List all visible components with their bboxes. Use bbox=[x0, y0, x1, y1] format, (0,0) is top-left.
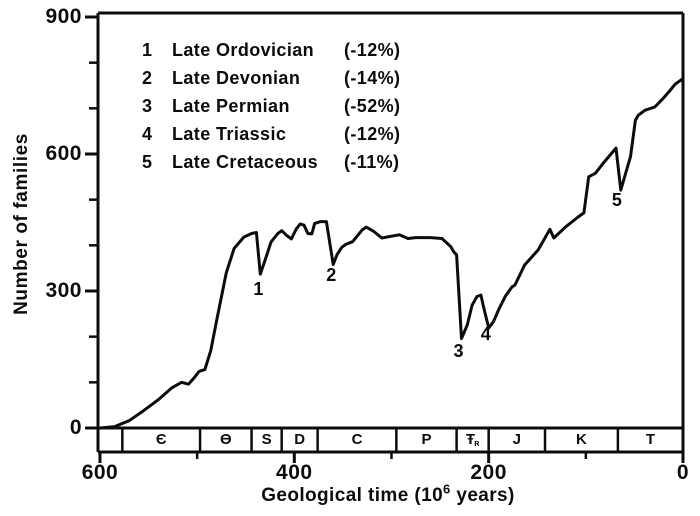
legend-percent: (-12%) bbox=[344, 40, 401, 60]
extinction-legend: 1 Late Ordovician (-12%) 2 Late Devonian… bbox=[142, 36, 434, 176]
period-symbol: T bbox=[645, 431, 656, 448]
legend-row: 4 Late Triassic (-12%) bbox=[142, 120, 434, 148]
period-symbol: C bbox=[351, 431, 363, 448]
x-tick-label: 400 bbox=[276, 461, 313, 484]
x-axis-title-exponent: 6 bbox=[443, 481, 451, 497]
period-symbol: Ŧʀ bbox=[465, 431, 480, 448]
legend-percent: (-52%) bbox=[344, 96, 401, 116]
legend-name: Late Triassic bbox=[172, 124, 287, 144]
legend-percent: (-11%) bbox=[344, 152, 400, 172]
period-symbol: J bbox=[512, 431, 521, 448]
legend-number: 5 bbox=[142, 152, 153, 172]
legend-row: 1 Late Ordovician (-12%) bbox=[142, 36, 434, 64]
legend-row: 2 Late Devonian (-14%) bbox=[142, 64, 434, 92]
period-symbol: P bbox=[421, 431, 432, 448]
extinction-marker-5: 5 bbox=[611, 190, 622, 211]
legend-number: 3 bbox=[142, 96, 153, 116]
legend-percent: (-12%) bbox=[344, 124, 401, 144]
x-tick-label: 200 bbox=[470, 461, 507, 484]
x-tick-label: 0 bbox=[676, 461, 690, 484]
period-symbol: Ɵ bbox=[219, 431, 232, 448]
legend-name: Late Devonian bbox=[172, 68, 301, 88]
period-symbol: K bbox=[576, 431, 587, 448]
x-axis-title: Geological time (106 years) bbox=[188, 483, 588, 509]
extinction-marker-2: 2 bbox=[326, 265, 337, 286]
y-tick-label: 900 bbox=[45, 5, 82, 28]
y-tick-label: 300 bbox=[45, 279, 82, 302]
y-tick-label: 600 bbox=[45, 142, 82, 165]
legend-name: Late Permian bbox=[172, 96, 290, 116]
period-symbol-sub: ʀ bbox=[474, 438, 480, 448]
y-tick-label: 0 bbox=[69, 416, 82, 439]
extinction-marker-3: 3 bbox=[453, 341, 464, 362]
legend-name: Late Cretaceous bbox=[172, 152, 319, 172]
diversity-curve bbox=[99, 77, 684, 430]
legend-row: 3 Late Permian (-52%) bbox=[142, 92, 434, 120]
x-tick-label: 600 bbox=[81, 461, 119, 484]
legend-number: 4 bbox=[142, 124, 153, 144]
legend-percent: (-14%) bbox=[344, 68, 401, 88]
period-symbol: S bbox=[261, 431, 272, 448]
x-axis-title-text: Geological time (10 bbox=[261, 485, 444, 506]
period-symbol: Є bbox=[155, 431, 167, 448]
legend-name: Late Ordovician bbox=[172, 40, 315, 60]
legend-number: 2 bbox=[142, 68, 153, 88]
x-axis-title-units: years) bbox=[450, 485, 515, 506]
extinction-marker-4: 4 bbox=[480, 323, 491, 344]
extinction-marker-1: 1 bbox=[253, 278, 264, 299]
legend-row: 5 Late Cretaceous (-11%) bbox=[142, 148, 434, 176]
period-symbol: D bbox=[294, 431, 306, 448]
legend-number: 1 bbox=[142, 40, 153, 60]
